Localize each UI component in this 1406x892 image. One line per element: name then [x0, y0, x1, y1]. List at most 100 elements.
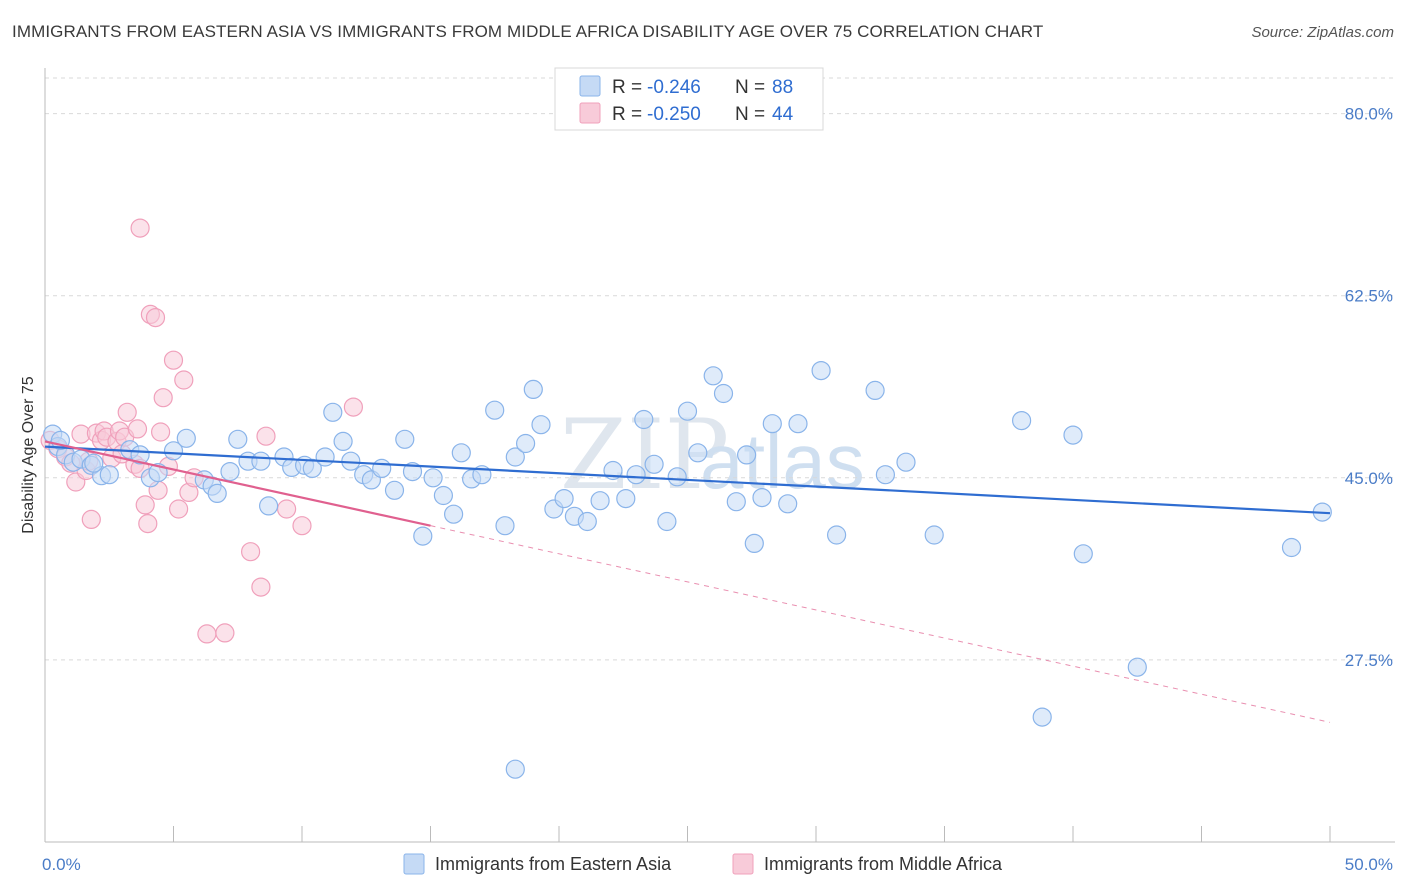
eastern-asia-point-83: [505, 759, 525, 779]
middle-africa-point-43: [130, 218, 150, 238]
legend-n-label-eastern-asia: N =: [735, 77, 765, 98]
eastern-asia-point-52: [577, 511, 597, 532]
middle-africa-point-8: [81, 509, 101, 530]
eastern-asia-point-46: [515, 433, 536, 454]
y-tick-labels: 27.5% 45.0% 62.5% 80.0%: [1345, 105, 1393, 670]
eastern-asia-point-37: [423, 468, 443, 488]
legend-r-value-middle-africa: -0.250: [647, 104, 701, 125]
eastern-asia-point-33: [384, 480, 405, 500]
eastern-asia-point-21: [259, 496, 279, 516]
eastern-asia-point-78: [1011, 411, 1032, 431]
eastern-asia-point-62: [688, 443, 708, 463]
eastern-asia-point-71: [788, 414, 808, 434]
axes: [44, 68, 1395, 843]
legend-r-label-middle-africa: R =: [612, 104, 642, 125]
chart-title: IMMIGRANTS FROM EASTERN ASIA VS IMMIGRAN…: [12, 22, 1044, 41]
middle-africa-point-18: [117, 402, 137, 422]
middle-africa-point-35: [197, 624, 217, 644]
x-tick-label-0: 0.0%: [42, 855, 81, 874]
bottom-legend-label-middle-africa: Immigrants from Middle Africa: [764, 854, 1003, 874]
eastern-asia-point-73: [826, 525, 847, 545]
middle-africa-point-41: [292, 516, 312, 536]
eastern-asia-point-79: [1032, 707, 1052, 727]
eastern-asia-point-39: [444, 504, 464, 524]
eastern-asia-point-53: [590, 491, 610, 511]
eastern-asia-point-64: [713, 383, 734, 404]
y-tick-label-3: 80.0%: [1345, 105, 1393, 124]
middle-africa-point-31: [169, 499, 189, 519]
middle-africa-point-30: [163, 350, 184, 370]
eastern-asia-point-70: [778, 494, 798, 514]
eastern-asia-point-61: [677, 401, 698, 421]
eastern-asia-point-80: [1063, 425, 1083, 445]
middle-africa-point-23: [138, 513, 158, 534]
y-tick-label-0: 27.5%: [1345, 651, 1393, 670]
middle-africa-point-37: [241, 542, 261, 562]
eastern-asia-point-67: [744, 533, 764, 554]
eastern-asia-point-18: [228, 429, 248, 449]
bottom-legend: Immigrants from Eastern Asia Immigrants …: [403, 853, 1003, 875]
eastern-asia-point-17: [220, 462, 240, 482]
middle-africa-point-20: [127, 419, 148, 439]
y-tick-label-1: 45.0%: [1345, 469, 1393, 488]
eastern-asia-point-13: [176, 428, 196, 448]
legend-r-label-eastern-asia: R =: [612, 77, 642, 98]
eastern-asia-point-12: [163, 441, 184, 461]
middle-africa-point-25: [145, 308, 166, 328]
eastern-asia-point-50: [554, 489, 574, 509]
eastern-asia-point-58: [644, 454, 664, 474]
eastern-asia-point-57: [634, 409, 654, 430]
legend-n-value-eastern-asia: 88: [772, 77, 793, 98]
eastern-asia-point-66: [736, 445, 757, 465]
eastern-asia-point-87: [84, 453, 104, 473]
eastern-asia-point-81: [1073, 544, 1093, 564]
eastern-asia-point-68: [752, 488, 772, 508]
eastern-asia-point-56: [626, 465, 646, 485]
trend-line-eastern-asia: [44, 445, 1331, 515]
eastern-asia-point-45: [505, 447, 525, 467]
eastern-asia-point-59: [657, 511, 677, 532]
eastern-asia-point-63: [703, 366, 723, 386]
eastern-asia-point-36: [413, 526, 433, 546]
bottom-legend-swatch-eastern-asia: [403, 853, 425, 875]
middle-africa-point-27: [151, 422, 171, 442]
middle-africa-point-39: [256, 426, 276, 446]
source-label: Source: ZipAtlas.com: [1251, 24, 1394, 41]
bottom-legend-label-eastern-asia: Immigrants from Eastern Asia: [435, 854, 672, 874]
eastern-asia-point-84: [1281, 537, 1302, 558]
eastern-asia-point-74: [865, 380, 885, 400]
middle-africa-point-36: [215, 623, 235, 643]
eastern-asia-point-44: [495, 516, 515, 536]
legend-swatch-middle-africa: [579, 102, 601, 124]
middle-africa-point-22: [135, 495, 155, 515]
eastern-asia-point-72: [811, 361, 831, 381]
middle-africa-point-42: [343, 397, 363, 417]
eastern-asia-point-26: [315, 447, 335, 467]
eastern-asia-point-69: [762, 414, 782, 434]
bottom-legend-swatch-middle-africa: [732, 853, 754, 875]
legend-swatch-eastern-asia: [579, 75, 601, 97]
trend-line-middle-africa-extension: [430, 525, 1331, 723]
legend-r-value-eastern-asia: -0.246: [647, 77, 701, 98]
watermark-atlas: atlas: [700, 417, 865, 505]
eastern-asia-point-27: [323, 402, 343, 422]
eastern-asia-point-48: [531, 415, 551, 435]
eastern-asia-point-60: [667, 467, 687, 487]
eastern-asia-point-43: [485, 400, 505, 420]
x-tick-labels: 0.0% 50.0%: [42, 855, 1393, 874]
y-tick-label-2: 62.5%: [1345, 287, 1393, 306]
eastern-asia-point-32: [372, 458, 392, 478]
eastern-asia-point-28: [333, 431, 353, 451]
series-eastern-asia-points: [43, 361, 1332, 779]
eastern-asia-point-77: [924, 525, 944, 545]
middle-africa-point-38: [251, 577, 271, 597]
eastern-asia-point-35: [402, 462, 423, 482]
eastern-asia-point-20: [251, 451, 271, 471]
eastern-asia-point-34: [395, 429, 415, 449]
eastern-asia-point-76: [896, 452, 916, 472]
middle-africa-point-32: [174, 370, 194, 390]
eastern-asia-point-40: [451, 443, 471, 463]
legend: R = -0.246 N = 88 R = -0.250 N = 44: [554, 67, 824, 131]
y-axis-label: Disability Age Over 75: [20, 376, 37, 534]
